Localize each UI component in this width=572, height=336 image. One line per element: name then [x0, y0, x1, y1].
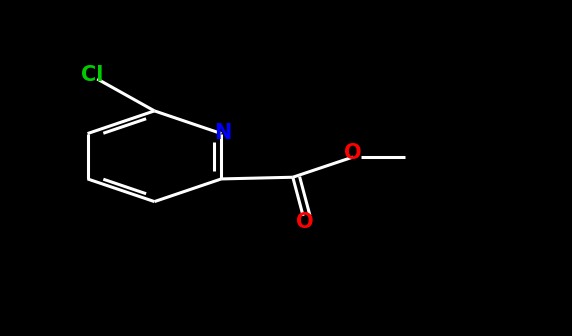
Text: O: O [344, 143, 362, 163]
Text: Cl: Cl [81, 65, 104, 85]
Text: O: O [296, 212, 313, 232]
Text: N: N [214, 123, 231, 143]
